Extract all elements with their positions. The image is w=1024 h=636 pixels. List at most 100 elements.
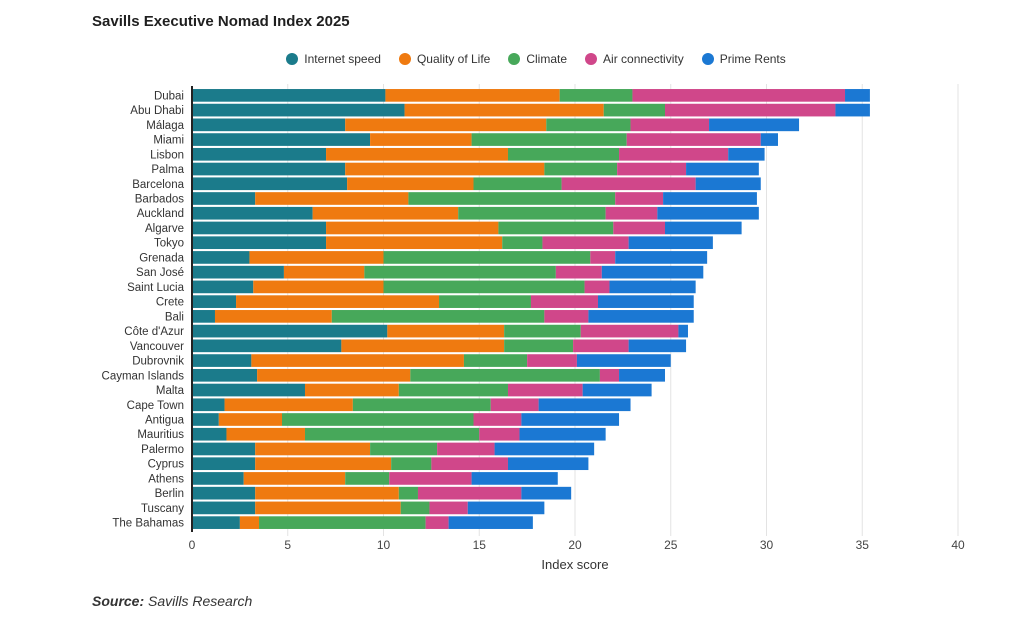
bar-segment [605, 206, 658, 220]
category-label: Auckland [137, 208, 184, 220]
bar-segment [192, 280, 254, 294]
bar-segment [555, 265, 602, 279]
x-tick-label: 35 [856, 538, 870, 552]
bar-segment [255, 442, 371, 456]
bar-segment [253, 280, 384, 294]
bar-segment [458, 206, 606, 220]
legend-swatch [585, 53, 598, 65]
bar-segment [391, 457, 432, 471]
bar-segment [398, 383, 508, 397]
bar-segment [425, 516, 449, 529]
legend-item: Quality of Life [398, 52, 491, 66]
legend-swatch [398, 53, 411, 65]
category-label: Miami [153, 135, 184, 147]
category-label: Málaga [146, 120, 184, 132]
bar-segment [385, 89, 560, 102]
legend-label: Air connectivity [603, 52, 684, 66]
bar-segment [628, 236, 713, 250]
bar-segment [542, 236, 629, 250]
bar-segment [582, 383, 652, 397]
bar-segment [521, 486, 572, 500]
bar-segment [387, 324, 505, 338]
category-label: Tokyo [154, 238, 184, 250]
category-label: Berlin [155, 488, 184, 500]
bar-segment [364, 265, 556, 279]
bar-segment [192, 177, 348, 191]
legend-label: Quality of Life [416, 52, 491, 66]
bar-segment [467, 501, 545, 515]
bar-segment [479, 427, 520, 441]
bar-segment [835, 103, 870, 117]
x-tick-label: 10 [377, 538, 391, 552]
x-tick-label: 20 [568, 538, 582, 552]
bar-segment [431, 457, 508, 471]
bar-segment [760, 133, 778, 146]
bar-segment [504, 324, 581, 338]
bar-segment [494, 442, 595, 456]
bar-segment [192, 133, 371, 146]
legend-label: Prime Rents [719, 52, 786, 66]
bar-segment [530, 295, 598, 308]
bar-segment [665, 103, 836, 117]
bar-segment [192, 472, 244, 485]
category-label: Bali [165, 311, 184, 323]
legend: Internet speed Quality of Life Climate Air … [0, 52, 1024, 66]
category-label: Grenada [139, 252, 184, 264]
bar-segment [257, 368, 411, 382]
bar-segment [657, 206, 759, 220]
bar-segment [259, 516, 426, 529]
bar-segment [507, 457, 589, 471]
bar-segment [544, 162, 618, 176]
bar-segment [613, 221, 666, 235]
source-text: Savills Research [148, 593, 253, 609]
bar-segment [192, 118, 346, 132]
bar-segment [341, 339, 505, 353]
bar-segment [490, 398, 539, 412]
bar-segment [389, 472, 472, 485]
bar-segment [448, 516, 533, 529]
bar-segment [408, 192, 616, 205]
bar-segment [630, 118, 710, 132]
bar-segment [588, 310, 694, 323]
bar-segment [709, 118, 800, 132]
bar-segment [345, 472, 390, 485]
bar-segment [686, 162, 759, 176]
legend-swatch [286, 53, 299, 65]
bar-segment [695, 177, 761, 191]
bar-segment [601, 265, 704, 279]
bar-segment [615, 192, 664, 205]
bar-segment [576, 354, 671, 367]
bar-segment [617, 162, 687, 176]
bar-segment [192, 457, 256, 471]
bar-segment [383, 251, 591, 264]
category-label: Dubrovnik [132, 356, 184, 368]
bar-segment [546, 118, 631, 132]
bar-segment [192, 501, 256, 515]
legend-swatch [701, 53, 714, 65]
category-label: Mauritius [137, 429, 184, 441]
source-label: Source: [92, 593, 145, 609]
bar-segment [519, 427, 606, 441]
category-label: San José [136, 267, 184, 279]
bar-segment [192, 516, 240, 529]
bar-segment [665, 221, 742, 235]
category-label: Côte d'Azur [124, 326, 184, 338]
x-tick-label: 5 [284, 538, 291, 552]
legend-label: Internet speed [304, 52, 381, 66]
legend-item: Internet speed [286, 52, 381, 66]
bar-segment [236, 295, 440, 308]
bar-segment [192, 383, 305, 397]
bar-segment [463, 354, 528, 367]
bar-segment [678, 324, 688, 338]
category-label: The Bahamas [112, 518, 184, 530]
bar-segment [192, 265, 284, 279]
bar-segment [538, 398, 631, 412]
bar-segment [507, 147, 620, 161]
x-tick-label: 25 [664, 538, 678, 552]
bar-segment [728, 147, 765, 161]
bar-segment [283, 265, 365, 279]
bar-segment [615, 251, 708, 264]
legend-item: Air connectivity [585, 52, 684, 66]
bar-segment [192, 162, 346, 176]
bar-segment [282, 413, 474, 426]
